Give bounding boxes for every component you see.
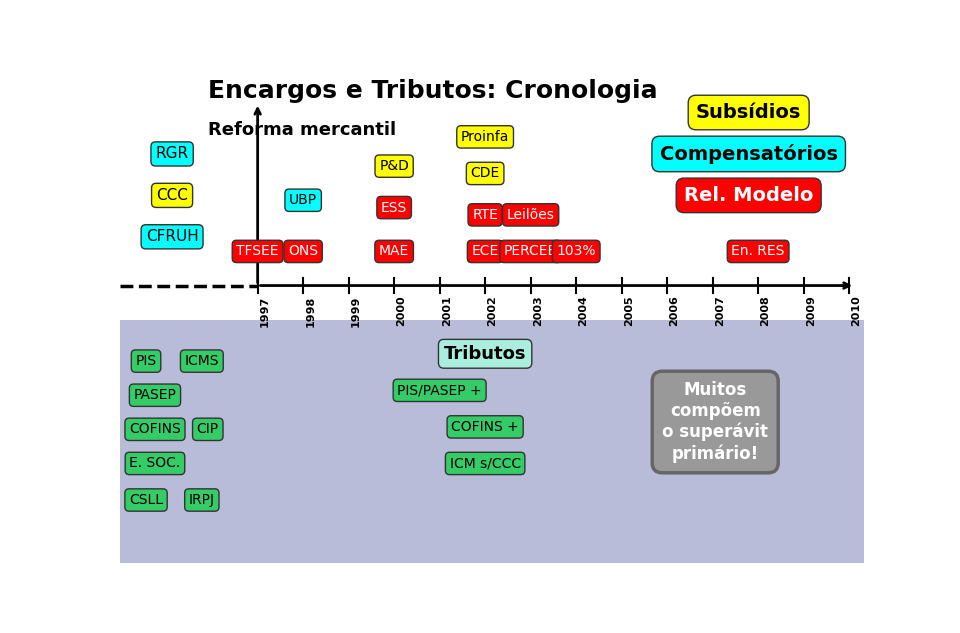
Text: RTE: RTE bbox=[472, 208, 498, 222]
Text: COFINS: COFINS bbox=[129, 422, 180, 436]
Text: 2000: 2000 bbox=[396, 295, 406, 326]
Text: P&D: P&D bbox=[379, 159, 409, 173]
Text: 2004: 2004 bbox=[578, 295, 588, 326]
Text: 1999: 1999 bbox=[350, 295, 361, 327]
Text: ECE: ECE bbox=[471, 244, 499, 258]
FancyBboxPatch shape bbox=[120, 320, 864, 563]
Text: Muitos
compõem
o superávit
primário!: Muitos compõem o superávit primário! bbox=[662, 381, 768, 463]
Text: CSLL: CSLL bbox=[129, 493, 163, 507]
Text: Reforma mercantil: Reforma mercantil bbox=[208, 120, 396, 139]
Text: UBP: UBP bbox=[289, 193, 317, 207]
Text: 103%: 103% bbox=[557, 244, 596, 258]
Text: CIP: CIP bbox=[197, 422, 219, 436]
Text: Rel. Modelo: Rel. Modelo bbox=[684, 186, 813, 205]
Text: 2008: 2008 bbox=[760, 295, 770, 326]
Text: E. SOC.: E. SOC. bbox=[130, 456, 180, 470]
Text: ICMS: ICMS bbox=[184, 354, 219, 368]
Text: 2002: 2002 bbox=[488, 295, 497, 326]
Text: 2010: 2010 bbox=[852, 295, 861, 326]
Text: ONS: ONS bbox=[288, 244, 318, 258]
Text: 1997: 1997 bbox=[260, 295, 270, 327]
Text: 2009: 2009 bbox=[805, 295, 816, 326]
Text: Proinfa: Proinfa bbox=[461, 130, 510, 144]
Text: Leilões: Leilões bbox=[507, 208, 555, 222]
Text: 1998: 1998 bbox=[305, 295, 316, 327]
Text: Encargos e Tributos: Cronologia: Encargos e Tributos: Cronologia bbox=[207, 78, 658, 103]
Text: Tributos: Tributos bbox=[444, 345, 526, 363]
Text: 2007: 2007 bbox=[715, 295, 725, 326]
Text: PERCEE: PERCEE bbox=[504, 244, 557, 258]
Text: ESS: ESS bbox=[381, 201, 407, 215]
Text: COFINS +: COFINS + bbox=[451, 420, 519, 434]
Text: CFRUH: CFRUH bbox=[146, 229, 199, 244]
Text: PIS: PIS bbox=[135, 354, 156, 368]
Text: CDE: CDE bbox=[470, 166, 500, 180]
Text: PIS/PASEP +: PIS/PASEP + bbox=[397, 384, 482, 398]
Text: En. RES: En. RES bbox=[732, 244, 785, 258]
Text: 2006: 2006 bbox=[669, 295, 680, 326]
Text: RGR: RGR bbox=[156, 146, 189, 161]
Text: 2005: 2005 bbox=[624, 295, 634, 326]
Text: ICM s/CCC: ICM s/CCC bbox=[449, 456, 520, 470]
Text: 2001: 2001 bbox=[442, 295, 452, 326]
Text: IRPJ: IRPJ bbox=[189, 493, 215, 507]
Text: CCC: CCC bbox=[156, 188, 188, 203]
Text: Subsídios: Subsídios bbox=[696, 103, 802, 122]
Text: MAE: MAE bbox=[379, 244, 409, 258]
Text: Compensatórios: Compensatórios bbox=[660, 144, 838, 164]
Text: TFSEE: TFSEE bbox=[236, 244, 279, 258]
Text: 2003: 2003 bbox=[533, 295, 542, 326]
Text: PASEP: PASEP bbox=[133, 388, 177, 402]
